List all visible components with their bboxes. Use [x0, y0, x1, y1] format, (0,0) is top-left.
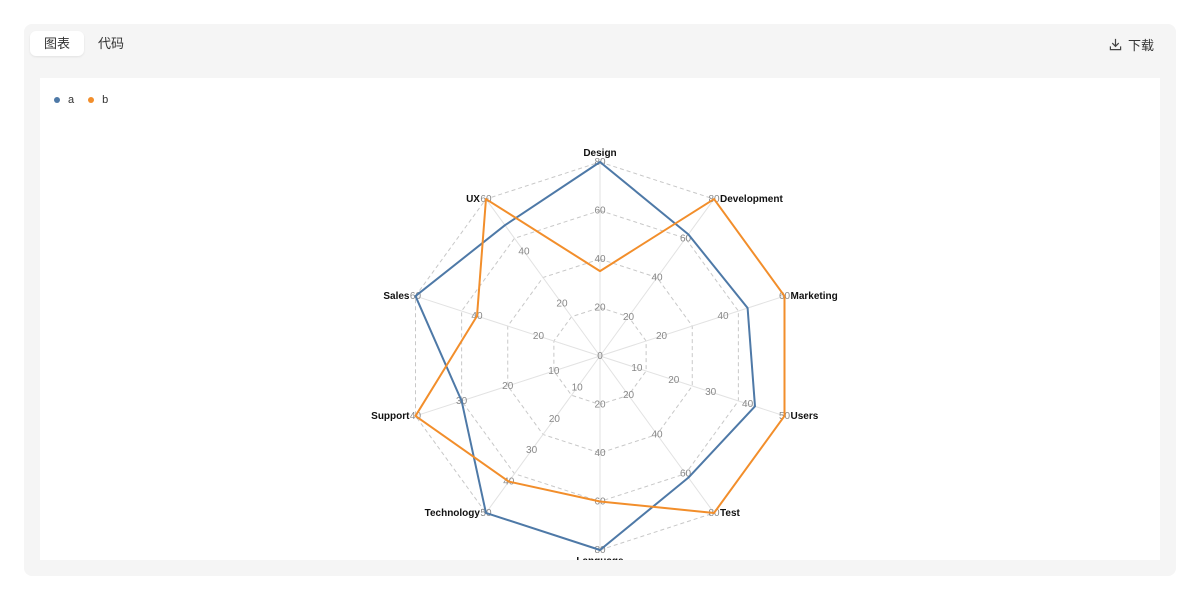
axis-label-users: Users: [791, 411, 819, 422]
legend-label-b: b: [102, 94, 109, 106]
radar-chart: 0204060802040608020406010203040502040608…: [371, 148, 838, 560]
axis-label-marketing: Marketing: [791, 291, 838, 302]
axis-label-ux: UX: [466, 194, 480, 205]
tab-code[interactable]: 代码: [98, 36, 125, 51]
axis-label-sales: Sales: [383, 291, 410, 302]
series-a-line: [414, 161, 756, 551]
tick-label: 60: [680, 233, 692, 244]
legend: a b: [54, 94, 122, 106]
spoke-users: [599, 355, 785, 417]
spoke-support: [415, 355, 601, 417]
legend-label-a: a: [68, 94, 75, 106]
tick-label: 0: [597, 351, 603, 362]
tick-label: 20: [656, 331, 668, 342]
legend-item-a[interactable]: a: [54, 94, 74, 106]
tick-label: 40: [594, 254, 606, 265]
tick-label: 40: [651, 273, 663, 284]
tick-label: 40: [594, 448, 606, 459]
axis-label-development: Development: [720, 194, 783, 205]
axis-label-support: Support: [371, 411, 410, 422]
tick-label: 40: [717, 311, 729, 322]
tick-label: 20: [502, 381, 514, 392]
tick-label: 20: [549, 414, 561, 425]
axis-label-technology: Technology: [425, 508, 481, 519]
tick-label: 20: [668, 375, 680, 386]
spoke-technology: [485, 355, 601, 514]
spoke-marketing: [599, 295, 785, 357]
download-label: 下载: [1127, 38, 1154, 53]
tick-label: 20: [594, 303, 606, 314]
tick-label: 60: [594, 206, 606, 217]
axis-label-test: Test: [720, 508, 740, 519]
tick-label: 10: [631, 363, 643, 374]
series-b-line: [414, 198, 786, 514]
legend-swatch-b: [88, 97, 95, 103]
spoke-development: [599, 198, 715, 357]
tick-label: 40: [518, 246, 530, 257]
tick-label: 30: [705, 387, 717, 398]
download-icon: [1109, 38, 1122, 51]
grid-ring-2: [507, 258, 693, 454]
tick-label: 60: [680, 469, 692, 480]
tick-label: 20: [623, 312, 635, 323]
toolbar: 图表 代码 下载: [24, 24, 1176, 62]
axis-label-design: Design: [583, 148, 616, 159]
tick-label: 30: [526, 445, 538, 456]
tick-label: 40: [742, 399, 754, 410]
chart-panel: 图表 代码 下载 a b 0 20 40 60 80 20 40 60 80 20 40 60 10 20…: [24, 24, 1176, 576]
tick-label: 20: [533, 331, 545, 342]
tick-label: 20: [594, 400, 606, 411]
spoke-test: [599, 355, 715, 514]
tab-chart[interactable]: 图表: [30, 31, 85, 56]
legend-item-b[interactable]: b: [88, 94, 108, 106]
tick-label: 10: [572, 382, 584, 393]
tick-label: 10: [548, 366, 560, 377]
axis-label-language: Language: [576, 556, 624, 560]
spoke-sales: [415, 295, 601, 357]
chart-canvas: a b 0 20 40 60 80 20 40 60 80 20 40 60 10 20 30 40 50 20 4…: [40, 78, 1160, 560]
legend-swatch-a: [54, 97, 60, 103]
tick-label: 40: [651, 429, 663, 440]
download-button[interactable]: 下载: [1109, 35, 1154, 54]
tick-label: 20: [556, 299, 568, 310]
tick-label: 20: [623, 390, 635, 401]
